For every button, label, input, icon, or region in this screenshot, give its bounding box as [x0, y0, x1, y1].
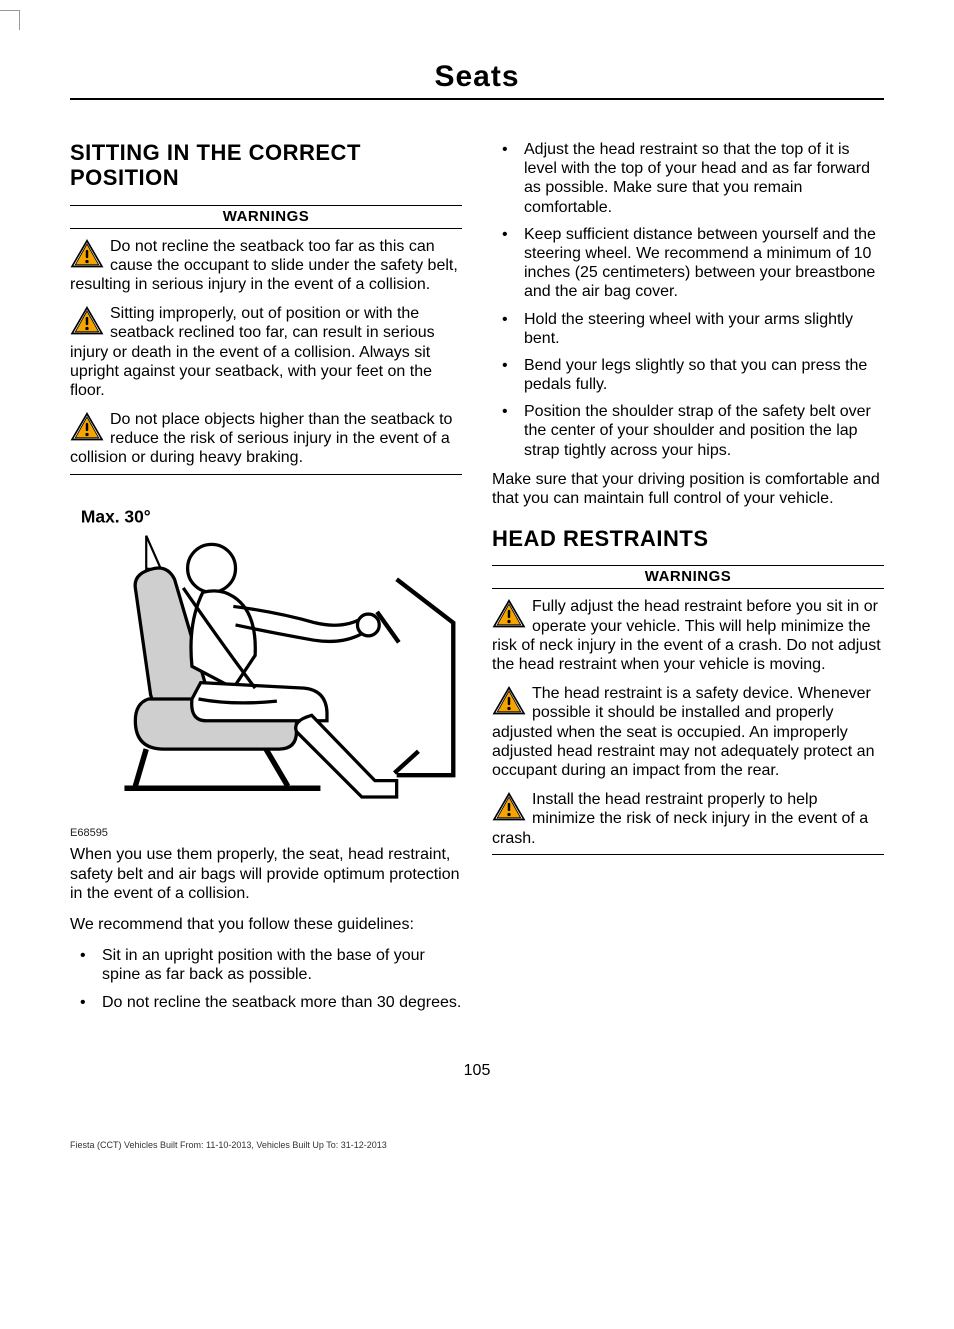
section-head-restraints-title: HEAD RESTRAINTS — [492, 526, 884, 551]
warning-item: The head restraint is a safety device. W… — [492, 684, 884, 780]
list-item: Sit in an upright position with the base… — [70, 946, 462, 984]
page-number: 105 — [70, 1062, 884, 1080]
warnings-header: WARNINGS — [70, 205, 462, 229]
warning-item: Do not recline the seatback too far as t… — [70, 237, 462, 295]
warning-text: Sitting improperly, out of position or w… — [70, 305, 435, 399]
list-item: Keep sufficient distance between yoursel… — [492, 225, 884, 302]
warnings-header: WARNINGS — [492, 565, 884, 589]
guidelines-list-cont: Adjust the head restraint so that the to… — [492, 140, 884, 460]
two-column-layout: SITTING IN THE CORRECT POSITION WARNINGS… — [70, 140, 884, 1022]
crop-mark — [0, 10, 20, 30]
page: Seats SITTING IN THE CORRECT POSITION WA… — [0, 0, 954, 1180]
seating-position-figure: Max. 30° — [70, 503, 462, 819]
warning-triangle-icon — [492, 792, 526, 822]
warning-text: Install the head restraint properly to h… — [492, 791, 868, 846]
column-right: Adjust the head restraint so that the to… — [492, 140, 884, 1022]
chapter-title: Seats — [70, 60, 884, 100]
list-item: Hold the steering wheel with your arms s… — [492, 310, 884, 348]
list-item: Bend your legs slightly so that you can … — [492, 356, 884, 394]
warning-text: Fully adjust the head restraint before y… — [492, 598, 881, 673]
warnings-end-rule — [70, 474, 462, 475]
list-item: Position the shoulder strap of the safet… — [492, 402, 884, 460]
body-paragraph: We recommend that you follow these guide… — [70, 915, 462, 934]
warnings-end-rule — [492, 854, 884, 855]
warning-item: Sitting improperly, out of position or w… — [70, 304, 462, 400]
warning-text: The head restraint is a safety device. W… — [492, 685, 874, 779]
body-paragraph: When you use them properly, the seat, he… — [70, 845, 462, 903]
footer-text: Fiesta (CCT) Vehicles Built From: 11-10-… — [70, 1140, 884, 1150]
warning-triangle-icon — [492, 599, 526, 629]
warning-triangle-icon — [70, 306, 104, 336]
warning-item: Install the head restraint properly to h… — [492, 790, 884, 848]
section-sitting-title: SITTING IN THE CORRECT POSITION — [70, 140, 462, 191]
warning-triangle-icon — [492, 686, 526, 716]
warning-text: Do not place objects higher than the sea… — [70, 411, 452, 466]
warning-text: Do not recline the seatback too far as t… — [70, 238, 458, 293]
warning-item: Do not place objects higher than the sea… — [70, 410, 462, 468]
figure-code: E68595 — [70, 827, 462, 839]
column-left: SITTING IN THE CORRECT POSITION WARNINGS… — [70, 140, 462, 1022]
body-paragraph: Make sure that your driving position is … — [492, 470, 884, 508]
guidelines-list: Sit in an upright position with the base… — [70, 946, 462, 1012]
list-item: Do not recline the seatback more than 30… — [70, 993, 462, 1012]
figure-label: Max. 30° — [81, 506, 151, 526]
warning-item: Fully adjust the head restraint before y… — [492, 597, 884, 674]
warning-triangle-icon — [70, 412, 104, 442]
warning-triangle-icon — [70, 239, 104, 269]
list-item: Adjust the head restraint so that the to… — [492, 140, 884, 217]
